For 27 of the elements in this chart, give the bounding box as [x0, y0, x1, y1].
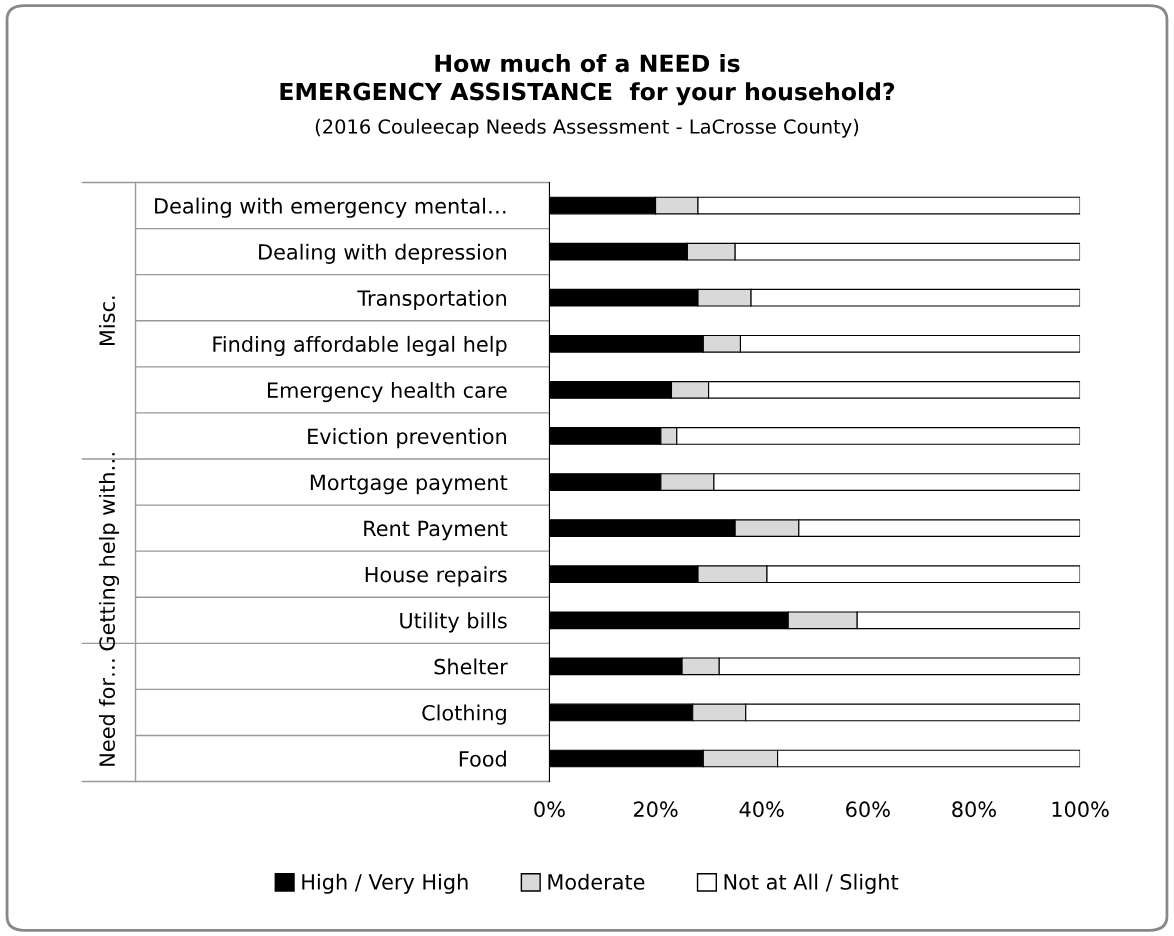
x-tick-label: 40% — [739, 801, 784, 818]
y-tick-label: House repairs — [365, 566, 507, 587]
text: Need for… — [98, 659, 116, 766]
chart-title: How much of a NEED is EMERGENCY ASSISTANCE for your household? — [280, 53, 895, 106]
y-tick-label: Mortgage payment — [310, 474, 508, 495]
y-tick-label: Finding affordable legal help — [213, 335, 507, 357]
y-tick-label: Clothing — [422, 704, 506, 725]
y-tick-label: Utility bills — [400, 612, 507, 633]
x-tick-label: 0% — [534, 801, 565, 818]
chart-subtitle: (2016 Couleecap Needs Assessment - LaCrosse County) — [315, 118, 859, 138]
y-tick-label: Shelter — [434, 658, 508, 675]
y-tick-label: Eviction prevention — [308, 428, 506, 449]
y-tick-label: Emergency health care — [267, 381, 507, 403]
x-tick-label: 100% — [1052, 801, 1109, 818]
legend-label: Moderate — [548, 873, 645, 890]
x-tick-label: 60% — [846, 801, 890, 818]
legend-label: High / Very High — [302, 873, 468, 894]
y-tick-label: Rent Payment — [364, 520, 508, 541]
x-tick-label: 20% — [633, 801, 678, 818]
y-tick-label: Dealing with depression — [259, 243, 506, 264]
y-tick-label: Food — [459, 750, 506, 767]
text: Getting help with… — [98, 453, 120, 651]
x-tick-label: 80% — [952, 801, 996, 818]
text: Misc. — [98, 296, 116, 346]
legend-label: Not at All / Slight — [724, 873, 899, 894]
y-tick-label: Dealing with emergency mental… — [155, 197, 506, 218]
y-tick-label: Transportation — [357, 289, 506, 310]
